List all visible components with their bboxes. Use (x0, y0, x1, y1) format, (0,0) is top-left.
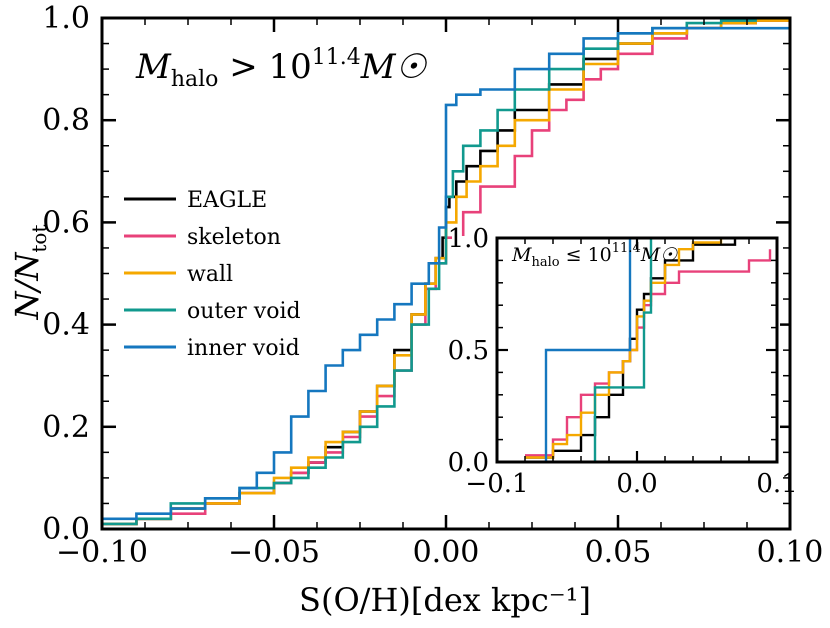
inset-frame (495, 236, 779, 464)
inset-tick-labels: −0.1 0.0 0.10.00.51.0 (448, 224, 798, 499)
main-y-tick-label: 0.0 (42, 512, 90, 547)
inset-series-outer-void (497, 236, 721, 464)
inset-y-tick-label: 0.5 (448, 336, 489, 366)
main-series-group (102, 16, 792, 526)
x-axis-label: S(O/H)[dex kpc⁻¹] (299, 581, 591, 619)
inset-y-tick-label: 1.0 (448, 224, 489, 254)
main-y-tick-label: 1.0 (42, 1, 90, 36)
main-x-tick-label: 0.05 (585, 535, 652, 570)
main-tick-labels: −0.10 −0.05 0.00 0.05 0.10 0.0 0.2 0.4 0.6 0.8 1.0 (42, 1, 823, 570)
main-annotation: Mhalo > 1011.4M☉ (135, 45, 428, 92)
main-x-tick-label: −0.05 (228, 535, 320, 570)
legend-label: outer void (187, 299, 301, 324)
inset-panel: −0.1 0.0 0.10.00.51.0 Mhalo ≤ 1011.4M☉ (448, 224, 798, 499)
inset-x-tick-label: 0.0 (616, 469, 657, 499)
main-y-tick-label: 0.6 (42, 205, 90, 240)
legend-label: EAGLE (187, 188, 267, 213)
main-frame (100, 16, 792, 531)
inset-y-tick-label: 0.0 (448, 448, 489, 478)
main-series-outer-void (102, 16, 790, 526)
legend: EAGLE skeleton wall outer void inner void (124, 188, 301, 361)
legend-label: skeleton (187, 225, 281, 250)
inset-annotation: Mhalo ≤ 1011.4M☉ (511, 241, 678, 270)
inset-x-tick-label: 0.1 (756, 469, 797, 499)
main-x-tick-label: −0.10 (56, 535, 148, 570)
y-axis-label: N/Ntot (8, 225, 51, 321)
main-y-tick-label: 0.8 (42, 103, 90, 138)
main-x-tick-label: 0.10 (757, 535, 824, 570)
legend-label: inner void (187, 336, 300, 361)
inset-x-tick-label: −0.1 (465, 469, 528, 499)
main-series-inner-void (102, 26, 790, 521)
main-x-tick-label: 0.00 (413, 535, 480, 570)
main-y-tick-label: 0.2 (42, 410, 90, 445)
legend-label: wall (187, 262, 233, 287)
main-y-tick-label: 0.4 (42, 308, 90, 343)
